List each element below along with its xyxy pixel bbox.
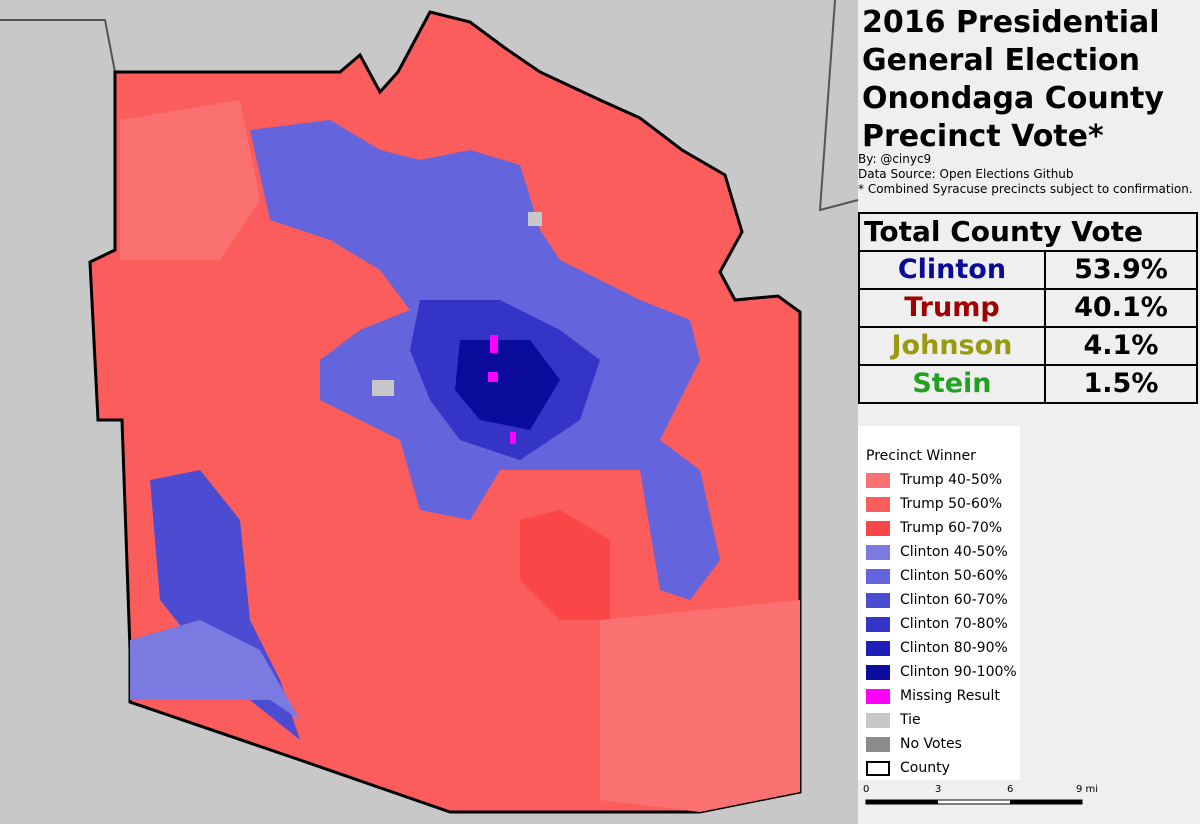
title-line: General Election bbox=[862, 43, 1140, 78]
swatch bbox=[866, 616, 890, 632]
swatch bbox=[866, 760, 890, 776]
swatch bbox=[866, 664, 890, 680]
legend-item: Clinton 90-100% bbox=[866, 660, 1020, 684]
swatch bbox=[866, 640, 890, 656]
candidate: Johnson bbox=[858, 326, 1046, 366]
swatch bbox=[866, 712, 890, 728]
legend-label: Clinton 60-70% bbox=[900, 592, 1008, 608]
candidate: Clinton bbox=[858, 250, 1046, 290]
result-row: Trump 40.1% bbox=[858, 288, 1199, 328]
clinton-area bbox=[130, 620, 300, 720]
trump-area bbox=[120, 100, 260, 260]
title-line: 2016 Presidential bbox=[862, 5, 1160, 40]
legend-label: No Votes bbox=[900, 736, 962, 752]
result-row: Stein 1.5% bbox=[858, 364, 1199, 404]
title: 2016 Presidential General Election Onondag… bbox=[862, 4, 1164, 156]
clinton-area bbox=[455, 340, 560, 430]
legend-label: Clinton 80-90% bbox=[900, 640, 1008, 656]
share: 40.1% bbox=[1043, 288, 1199, 328]
missing bbox=[488, 372, 498, 382]
legend-label: Clinton 70-80% bbox=[900, 616, 1008, 632]
candidate: Stein bbox=[858, 364, 1046, 404]
results-table: Total County Vote Clinton 53.9% Trump 40.1%… bbox=[858, 212, 1199, 404]
legend-item: Clinton 40-50% bbox=[866, 540, 1020, 564]
swatch bbox=[866, 688, 890, 704]
credit-line: Data Source: Open Elections Github bbox=[858, 167, 1074, 181]
result-row: Clinton 53.9% bbox=[858, 250, 1199, 290]
legend-item: Clinton 50-60% bbox=[866, 564, 1020, 588]
legend-item: Clinton 80-90% bbox=[866, 636, 1020, 660]
swatch bbox=[866, 568, 890, 584]
swatch bbox=[866, 472, 890, 488]
swatch bbox=[866, 496, 890, 512]
legend-item: Tie bbox=[866, 708, 1020, 732]
legend-label: Clinton 40-50% bbox=[900, 544, 1008, 560]
legend-item: No Votes bbox=[866, 732, 1020, 756]
legend-label: Clinton 50-60% bbox=[900, 568, 1008, 584]
title-line: Precinct Vote* bbox=[862, 119, 1104, 154]
missing bbox=[510, 432, 516, 444]
legend-item: Trump 40-50% bbox=[866, 468, 1020, 492]
candidate: Trump bbox=[858, 288, 1046, 328]
trump-area bbox=[600, 600, 800, 812]
legend-item: Trump 50-60% bbox=[866, 492, 1020, 516]
share: 1.5% bbox=[1043, 364, 1199, 404]
swatch bbox=[866, 592, 890, 608]
legend-label: Trump 60-70% bbox=[900, 520, 1003, 536]
legend-item: Trump 60-70% bbox=[866, 516, 1020, 540]
credit-line: By: @cinyc9 bbox=[858, 152, 932, 166]
share: 4.1% bbox=[1043, 326, 1199, 366]
trump-area bbox=[520, 510, 610, 620]
legend-item: Clinton 60-70% bbox=[866, 588, 1020, 612]
credits: By: @cinyc9 Data Source: Open Elections G… bbox=[858, 152, 1193, 197]
title-line: Onondaga County bbox=[862, 81, 1164, 116]
result-row: Johnson 4.1% bbox=[858, 326, 1199, 366]
share: 53.9% bbox=[1043, 250, 1199, 290]
legend-label: Missing Result bbox=[900, 688, 1000, 704]
credit-line: * Combined Syracuse precincts subject to… bbox=[858, 182, 1193, 196]
legend-label: Clinton 90-100% bbox=[900, 664, 1017, 680]
legend-item: Missing Result bbox=[866, 684, 1020, 708]
legend-label: Trump 40-50% bbox=[900, 472, 1003, 488]
legend-item: County bbox=[866, 756, 1020, 780]
tie bbox=[528, 212, 542, 226]
legend-title: Precinct Winner bbox=[866, 448, 976, 464]
border bbox=[0, 19, 116, 73]
legend-label: Trump 50-60% bbox=[900, 496, 1003, 512]
table-title: Total County Vote bbox=[858, 212, 1198, 252]
missing bbox=[490, 335, 498, 353]
swatch bbox=[866, 544, 890, 560]
tie bbox=[372, 380, 394, 396]
legend: Precinct Winner Trump 40-50% Trump 50-60%… bbox=[858, 426, 1020, 780]
border bbox=[818, 0, 859, 212]
legend-label: Tie bbox=[900, 712, 921, 728]
legend-label: County bbox=[900, 760, 950, 776]
swatch bbox=[866, 520, 890, 536]
swatch bbox=[866, 736, 890, 752]
legend-item: Clinton 70-80% bbox=[866, 612, 1020, 636]
